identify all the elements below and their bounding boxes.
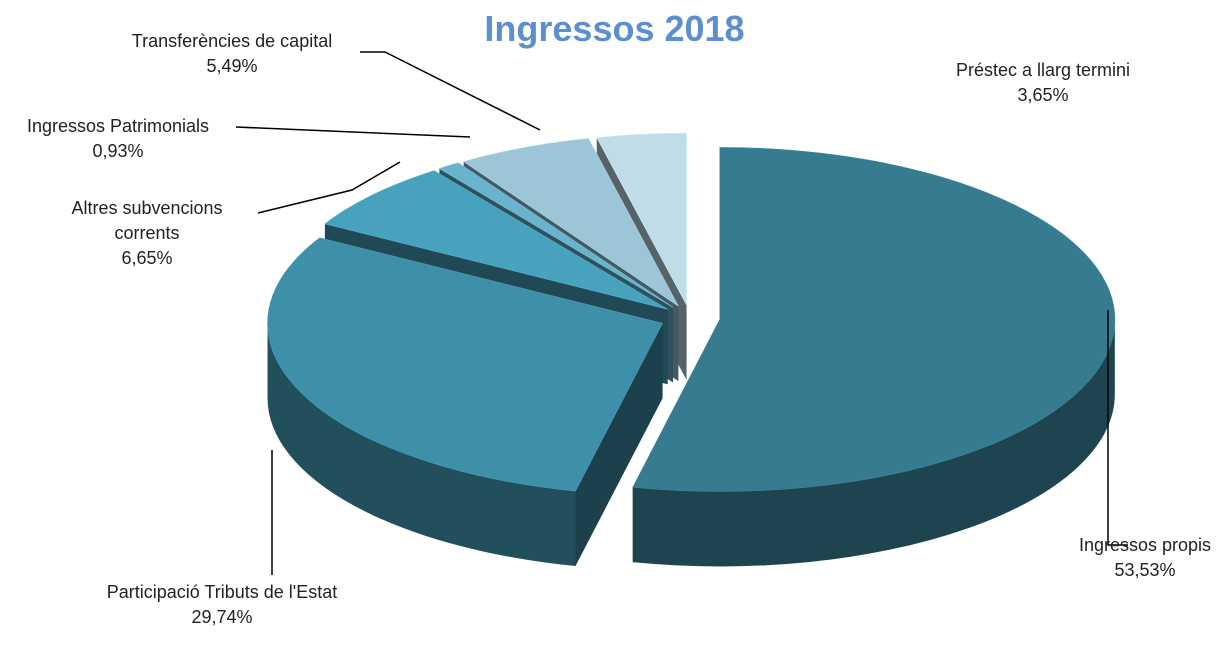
slice-label: Participació Tributs de l'Estat bbox=[106, 582, 338, 602]
slice bbox=[438, 162, 674, 308]
slice-value-label: 6,65% bbox=[121, 248, 173, 268]
slice-side bbox=[267, 323, 576, 567]
slice-label: Préstec a llarg termini bbox=[955, 60, 1131, 80]
slice-label: Altres subvencions corrents bbox=[71, 198, 223, 243]
slice bbox=[267, 237, 663, 492]
slice bbox=[596, 132, 687, 306]
slice-side bbox=[632, 319, 1115, 567]
slice-value-label: 53,53% bbox=[1114, 560, 1176, 580]
leader-line bbox=[257, 161, 401, 214]
slice-value-label: 5,49% bbox=[206, 56, 258, 76]
slice-value-label: 0,93% bbox=[92, 141, 144, 161]
leader-line bbox=[235, 126, 471, 138]
slice bbox=[462, 138, 679, 307]
chart-title: Ingressos 2018 bbox=[484, 8, 745, 49]
slice bbox=[324, 170, 668, 310]
slice bbox=[632, 147, 1116, 492]
slice-value-label: 3,65% bbox=[1017, 85, 1069, 105]
slice-label: Ingressos propis bbox=[1078, 535, 1212, 555]
leader-line bbox=[1107, 310, 1128, 546]
slice-label: Ingressos Patrimonials bbox=[26, 116, 210, 136]
slice-value-label: 29,74% bbox=[191, 607, 253, 627]
leader-line bbox=[360, 51, 541, 131]
slice-label: Transferències de capital bbox=[131, 31, 333, 51]
